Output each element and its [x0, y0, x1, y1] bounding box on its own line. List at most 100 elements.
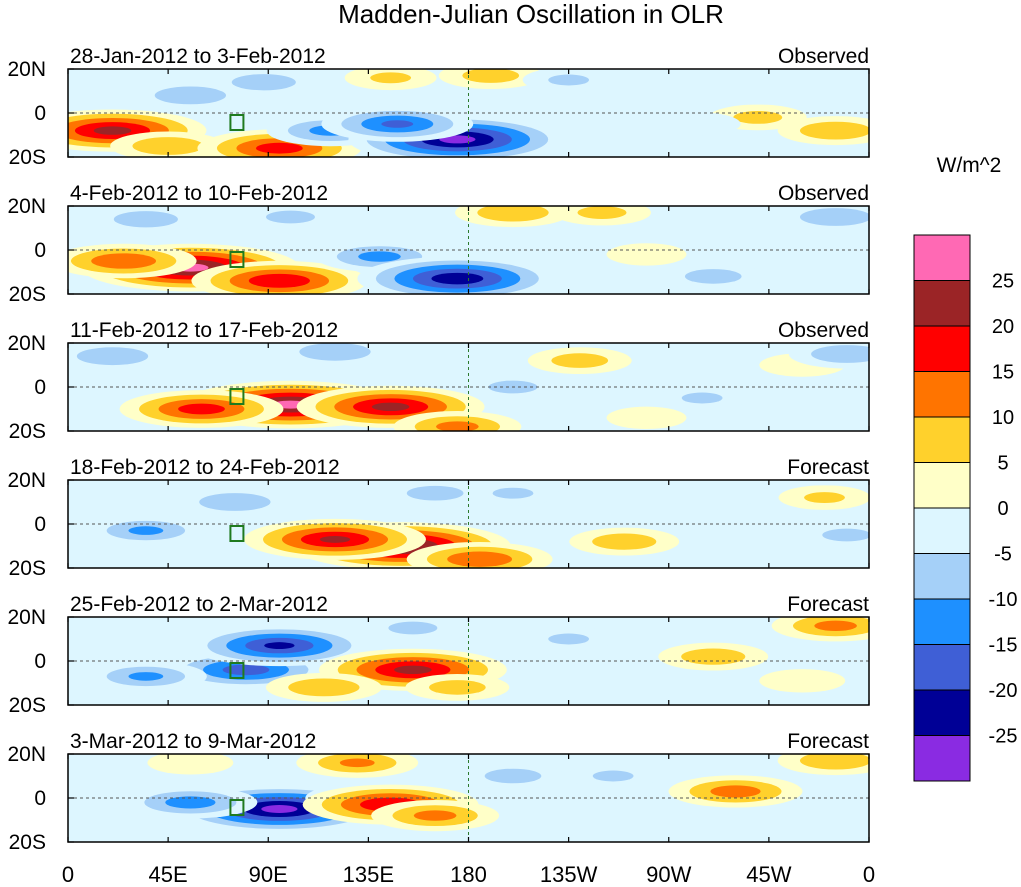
contour-level: [76, 347, 149, 366]
contour-level: [548, 74, 590, 86]
colorbar-level-label: 15: [992, 362, 1014, 384]
anomaly-blob: [438, 69, 543, 89]
anomaly-blob: [110, 131, 227, 157]
anomaly-blob: [405, 674, 510, 701]
anomaly-blob: [84, 661, 207, 692]
colorbar-level-label: -10: [989, 589, 1018, 611]
panel: 20N 0 20S 28-Jan-2012 to 3-Feb-2012 Observed: [7, 45, 870, 169]
region-box: [229, 525, 245, 542]
contour-level: [728, 227, 809, 251]
contour-level: [165, 796, 216, 809]
y-tick-label: 20S: [9, 831, 46, 854]
anomaly-blob: [241, 206, 340, 230]
anomaly-blob: [84, 515, 207, 546]
contour-level: [462, 69, 520, 83]
contour-level: [681, 648, 746, 665]
panel-kind-label: Observed: [778, 182, 869, 205]
colorbar-units: W/m^2: [937, 154, 1002, 177]
y-tick-label: 20S: [9, 146, 46, 169]
anomaly-blob: [321, 106, 474, 142]
anomaly-field: [68, 617, 869, 705]
anomaly-blob: [90, 206, 201, 234]
contour-level: [684, 269, 742, 284]
y-tick-label: 20N: [7, 195, 46, 218]
anomaly-blob: [265, 672, 382, 702]
contour-level: [113, 211, 178, 228]
anomaly-field: [68, 480, 869, 568]
y-tick-label: 20N: [7, 58, 46, 81]
colorbar-level-label: 5: [997, 453, 1008, 475]
anomaly-blob: [132, 80, 249, 110]
panel: 20N 0 20S 4-Feb-2012 to 10-Feb-2012 Observed: [7, 182, 870, 306]
colorbar-level-label: 10: [992, 407, 1014, 429]
contour-level: [288, 678, 360, 697]
colorbar-swatch: [913, 371, 971, 418]
anomaly-blob: [777, 754, 869, 776]
y-tick-label: 0: [34, 239, 46, 262]
anomaly-blob: [603, 812, 690, 837]
contour-level: [255, 142, 303, 154]
contour-level: [436, 421, 479, 431]
colorbar-swatch: [913, 462, 971, 509]
x-tick-label: 0: [863, 862, 875, 887]
contour-level: [154, 86, 227, 105]
contour-level: [394, 665, 432, 675]
anomaly-blob: [569, 527, 680, 556]
anomaly-blob: [527, 347, 632, 374]
contour-level: [91, 253, 157, 269]
anomaly-blob: [759, 669, 846, 693]
contour-level: [388, 621, 438, 635]
anomaly-blob: [553, 206, 651, 226]
panel-period-label: 18-Feb-2012 to 24-Feb-2012: [70, 456, 340, 479]
contour-level: [799, 208, 869, 226]
x-axis: 0 45E 90E 135E 180 135W 90W 45W 0: [62, 862, 875, 887]
contour-level: [178, 403, 225, 415]
anomaly-blob: [461, 762, 565, 790]
contour-level: [339, 758, 375, 768]
anomaly-blob: [522, 626, 615, 652]
anomaly-blob: [656, 385, 749, 411]
region-box: [229, 388, 245, 405]
panel-kind-label: Forecast: [787, 593, 869, 616]
y-tick-label: 20N: [7, 469, 46, 492]
contour-level: [413, 810, 457, 821]
region-box: [229, 114, 245, 131]
contour-level: [548, 633, 590, 645]
anomaly-blob: [68, 343, 171, 371]
y-tick-label: 0: [34, 513, 46, 536]
y-tick-label: 0: [34, 102, 46, 125]
anomaly-blob: [778, 485, 869, 510]
y-tick-label: 20S: [9, 283, 46, 306]
y-tick-label: 0: [34, 650, 46, 673]
anomaly-blob: [661, 263, 766, 290]
chart-title: Madden-Julian Oscillation in OLR: [338, 0, 724, 29]
anomaly-blob: [670, 485, 757, 510]
contour-level: [592, 533, 657, 550]
x-tick-label: 90W: [646, 862, 691, 887]
panel-kind-label: Observed: [778, 45, 869, 68]
contour-level: [319, 535, 351, 543]
region-box: [229, 799, 245, 816]
panel-kind-label: Forecast: [787, 730, 869, 753]
contour-level: [484, 768, 542, 784]
colorbar-level-label: -5: [994, 544, 1012, 566]
anomaly-blob: [587, 93, 662, 115]
anomaly-blob: [788, 343, 869, 369]
contour-level: [132, 137, 204, 155]
anomaly-blob: [363, 617, 462, 641]
anomaly-blob: [123, 786, 258, 819]
y-tick-label: 20S: [9, 557, 46, 580]
contour-level: [551, 353, 609, 368]
colorbar-level-label: -20: [989, 680, 1018, 702]
colorbar-swatch: [913, 507, 971, 554]
contour-level: [799, 121, 869, 140]
anomaly-blob: [68, 243, 197, 279]
contour-level: [477, 206, 549, 222]
contour-level: [266, 210, 315, 224]
anomaly-blob: [771, 617, 869, 642]
panel-group: 20N 0 20S 28-Jan-2012 to 3-Feb-2012 Observed…: [7, 45, 870, 854]
contour-level: [406, 485, 464, 501]
contour-level: [587, 93, 662, 115]
contour-level: [733, 110, 783, 124]
